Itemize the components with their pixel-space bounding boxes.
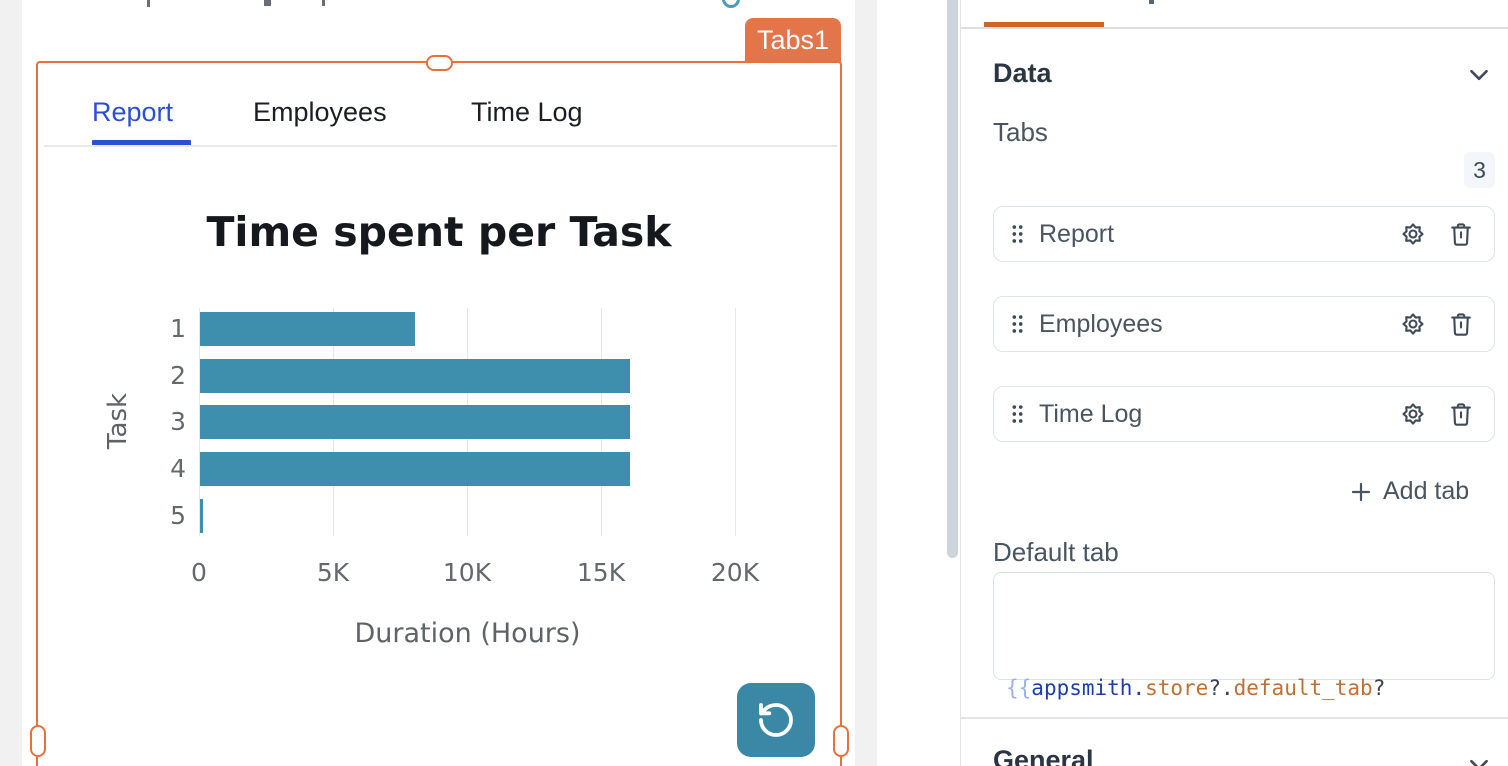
section-title-data: Data [993,58,1052,88]
scrollbar-thumb[interactable] [947,0,958,558]
widget-selection-outline [36,61,842,766]
x-tick-label: 15K [576,558,626,587]
y-tick-label: 1 [170,314,186,343]
chevron-down-icon[interactable] [1466,752,1492,766]
cropped-text-remnant [147,0,150,7]
y-tick-label: 5 [170,501,186,530]
chart-bar [200,359,630,393]
tabs-count-badge: 3 [1464,152,1495,188]
tab-item-timelog[interactable]: Time Log [993,386,1495,442]
x-tick-label: 5K [316,558,350,587]
default-tab-code-editor[interactable]: {{appsmith.store?.default_tab? .slice(-1… [993,572,1495,700]
gridline [199,308,200,536]
x-tick-label: 0 [191,558,207,587]
widget-name-tag[interactable]: Tabs1 [745,18,841,63]
trash-icon[interactable] [1446,399,1476,429]
widget-tab-report[interactable]: Report [92,97,174,127]
y-tick-label: 3 [170,407,186,436]
gear-icon[interactable] [1398,219,1428,249]
tab-item-label: Report [1039,219,1115,248]
section-title-general: General [993,745,1094,766]
drag-handle-icon[interactable] [1010,223,1025,245]
chevron-down-icon[interactable] [1466,62,1492,88]
pane-active-tab-indicator[interactable] [984,22,1104,27]
gear-icon[interactable] [1398,399,1428,429]
drag-handle-icon[interactable] [1010,313,1025,335]
plus-icon [1349,480,1373,504]
active-tab-underline [92,140,191,146]
cropped-text-remnant [322,0,325,6]
refresh-button[interactable] [737,683,815,757]
add-tab-label: Add tab [1383,477,1470,505]
chart-bar [200,452,630,486]
chart-bar [200,405,630,439]
canvas-left-gutter [0,0,22,766]
cropped-refresh-icon [721,0,743,9]
chart-title: Time spent per Task [206,208,672,256]
tab-item-employees[interactable]: Employees [993,296,1495,352]
tab-item-label: Time Log [1039,399,1143,428]
widget-tab-timelog[interactable]: Time Log [471,97,583,127]
x-tick-label: 10K [442,558,492,587]
y-tick-label: 4 [170,454,186,483]
gear-icon[interactable] [1398,309,1428,339]
pane-tabbar-divider [961,27,1508,29]
trash-icon[interactable] [1446,219,1476,249]
tab-item-label: Employees [1039,309,1163,338]
trash-icon[interactable] [1446,309,1476,339]
canvas-right-gutter [855,0,877,766]
resize-handle-left[interactable] [30,725,46,757]
chart-bar [200,312,415,346]
add-tab-button[interactable]: Add tab [1349,477,1469,506]
resize-handle-right[interactable] [833,725,849,757]
chart-plot-area [199,308,736,536]
gridline [735,308,736,536]
drag-handle-icon[interactable] [1010,403,1025,425]
refresh-icon [756,700,796,740]
section-divider [961,717,1508,719]
resize-handle-top[interactable] [426,55,453,71]
y-tick-label: 2 [170,361,186,390]
tabbar-divider [44,145,837,147]
code-line: {{appsmith.store?.default_tab? [1006,676,1386,700]
widget-tab-employees[interactable]: Employees [253,97,387,127]
cropped-text-remnant [1149,0,1154,4]
chart-bar [200,499,203,533]
x-tick-label: 20K [710,558,760,587]
property-pane: Data Tabs 3 Report Employees [960,0,1508,766]
default-tab-label: Default tab [993,537,1119,567]
chart-x-axis-label: Duration (Hours) [354,618,581,649]
tabs-field-label: Tabs [993,117,1048,147]
cropped-text-remnant [264,0,271,6]
tab-item-report[interactable]: Report [993,206,1495,262]
